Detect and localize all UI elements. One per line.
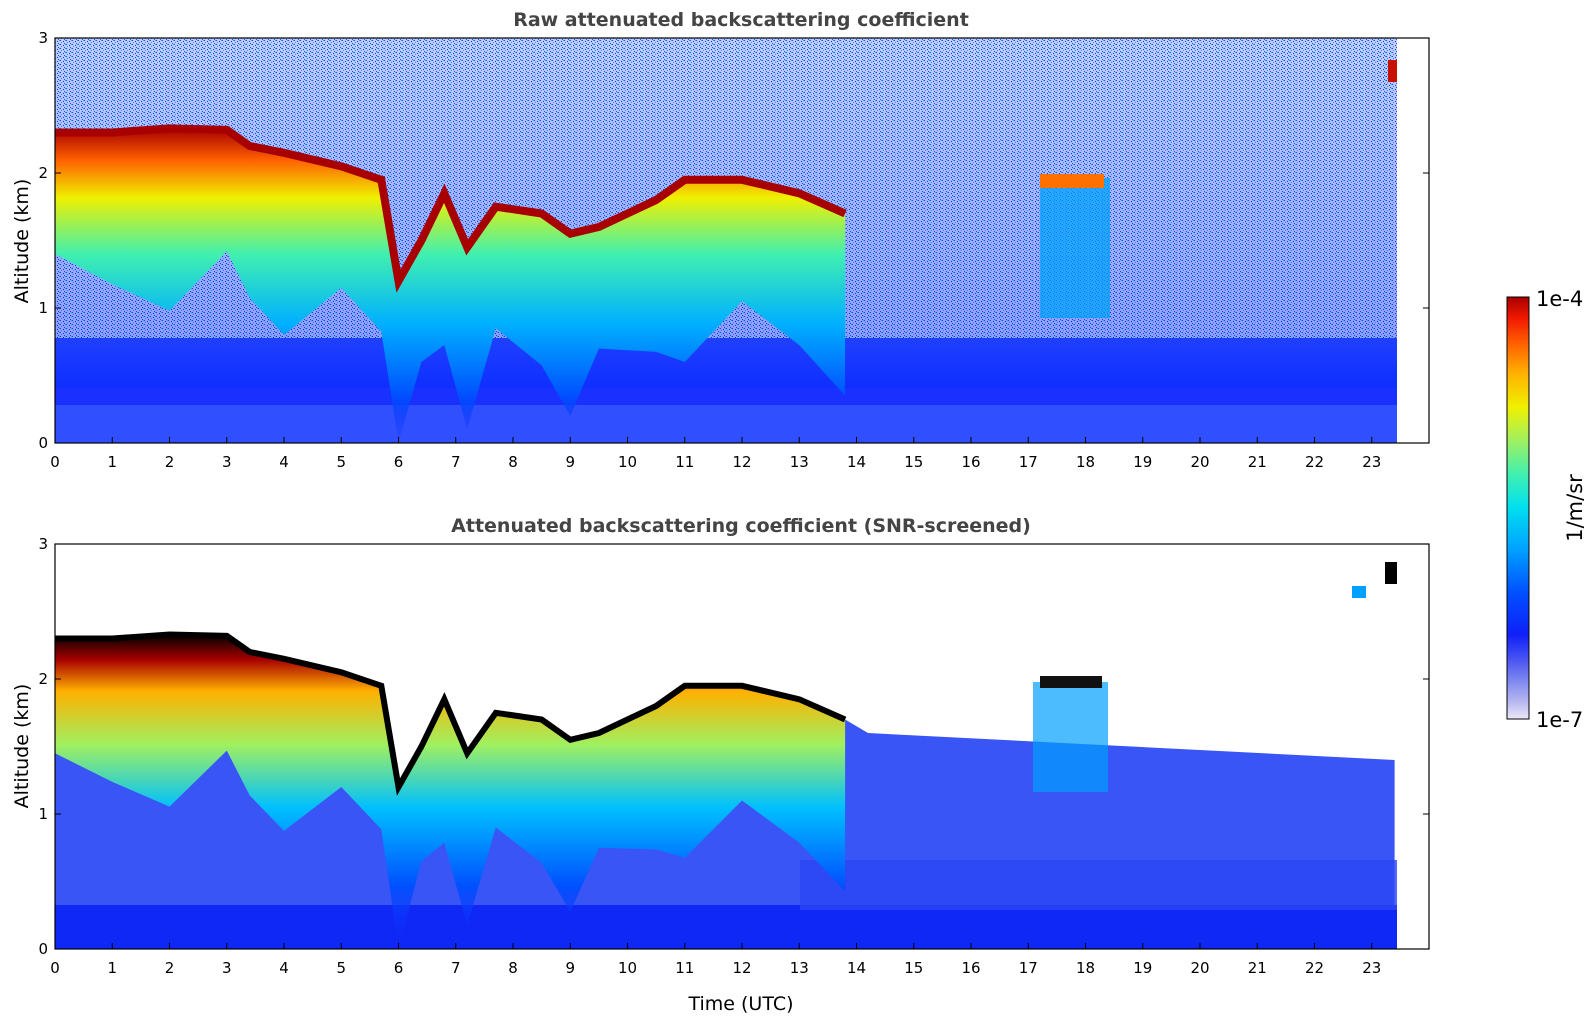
x-tick-label: 17 [1019, 453, 1038, 471]
x-tick-label: 12 [732, 453, 751, 471]
x-tick-label: 17 [1019, 959, 1038, 977]
x-tick-label: 11 [675, 453, 694, 471]
screened-heatmap [55, 544, 1397, 949]
x-tick-label: 6 [394, 453, 404, 471]
x-tick-label: 7 [451, 453, 461, 471]
x-tick-label: 13 [790, 453, 809, 471]
x-tick-label: 12 [732, 959, 751, 977]
colorbar-min-label: 1e-7 [1536, 708, 1583, 732]
x-tick-label: 22 [1305, 453, 1324, 471]
x-tick-label: 4 [279, 453, 289, 471]
raw-cloud-patch-23h [1388, 60, 1397, 82]
x-tick-label: 10 [618, 453, 637, 471]
x-tick-label: 20 [1190, 453, 1209, 471]
x-tick-label: 2 [165, 959, 175, 977]
y-tick-label: 1 [38, 805, 48, 823]
colorbar-max-label: 1e-4 [1536, 287, 1583, 311]
x-tick-label: 22 [1305, 959, 1324, 977]
x-tick-label: 6 [394, 959, 404, 977]
x-tick-label: 18 [1076, 959, 1095, 977]
x-tick-label: 11 [675, 959, 694, 977]
x-tick-label: 8 [508, 453, 518, 471]
raw-x-axis: 0 1 2 3 4 5 6 7 8 9 10 11 12 13 14 15 16 17 18 19 20 21 22 23 [50, 437, 1381, 471]
x-tick-label: 21 [1248, 453, 1267, 471]
raw-panel-title: Raw attenuated backscattering coefficien… [513, 9, 969, 31]
x-tick-label: 14 [847, 959, 866, 977]
screened-y-axis-label: Altitude (km) [11, 684, 33, 809]
screened-cloud-patch-23h [1352, 562, 1397, 598]
screened-x-axis: 0 1 2 3 4 5 6 7 8 9 10 11 12 13 14 15 16 17 18 19 20 21 22 23 [50, 943, 1381, 977]
x-tick-label: 3 [222, 959, 232, 977]
raw-cloud-patch-18h [1040, 174, 1110, 318]
y-tick-label: 2 [38, 164, 48, 182]
raw-y-axis-label: Altitude (km) [11, 179, 33, 304]
x-tick-label: 3 [222, 453, 232, 471]
x-tick-label: 15 [904, 959, 923, 977]
screened-y-axis: 0 1 2 3 [38, 535, 1429, 958]
y-tick-label: 0 [38, 434, 48, 452]
x-axis-label: Time (UTC) [687, 993, 793, 1015]
x-tick-label: 4 [279, 959, 289, 977]
x-tick-label: 23 [1362, 453, 1381, 471]
raw-backscatter-panel: Raw attenuated backscattering coefficien… [11, 9, 1430, 471]
x-tick-label: 19 [1133, 959, 1152, 977]
raw-cloud-top [55, 124, 847, 293]
x-tick-label: 15 [904, 453, 923, 471]
colorbar-gradient [1506, 296, 1530, 720]
x-tick-label: 10 [618, 959, 637, 977]
x-tick-label: 18 [1076, 453, 1095, 471]
x-tick-label: 2 [165, 453, 175, 471]
raw-heatmap [55, 38, 1397, 443]
screened-panel-title: Attenuated backscattering coefficient (S… [451, 515, 1031, 537]
x-tick-label: 16 [961, 959, 980, 977]
x-tick-label: 9 [565, 959, 575, 977]
x-tick-label: 1 [107, 959, 117, 977]
y-tick-label: 0 [38, 940, 48, 958]
x-tick-label: 7 [451, 959, 461, 977]
x-tick-label: 19 [1133, 453, 1152, 471]
x-tick-label: 21 [1248, 959, 1267, 977]
y-tick-label: 3 [38, 535, 48, 553]
x-tick-label: 1 [107, 453, 117, 471]
x-tick-label: 0 [50, 453, 60, 471]
y-tick-label: 3 [38, 29, 48, 47]
screened-cloud-patch-18h [1033, 676, 1108, 792]
colorbar: 1e-4 1e-7 1/m/sr [1506, 287, 1587, 732]
screened-cloud-top [55, 631, 847, 796]
x-tick-label: 0 [50, 959, 60, 977]
colorbar-units-label: 1/m/sr [1563, 474, 1587, 542]
x-tick-label: 5 [336, 959, 346, 977]
screened-backscatter-panel: Attenuated backscattering coefficient (S… [11, 515, 1430, 1015]
x-tick-label: 23 [1362, 959, 1381, 977]
x-tick-label: 9 [565, 453, 575, 471]
x-tick-label: 16 [961, 453, 980, 471]
raw-y-axis: 0 1 2 3 [38, 29, 1429, 452]
y-tick-label: 2 [38, 670, 48, 688]
x-tick-label: 14 [847, 453, 866, 471]
x-tick-label: 13 [790, 959, 809, 977]
y-tick-label: 1 [38, 299, 48, 317]
x-tick-label: 8 [508, 959, 518, 977]
x-tick-label: 5 [336, 453, 346, 471]
x-tick-label: 20 [1190, 959, 1209, 977]
